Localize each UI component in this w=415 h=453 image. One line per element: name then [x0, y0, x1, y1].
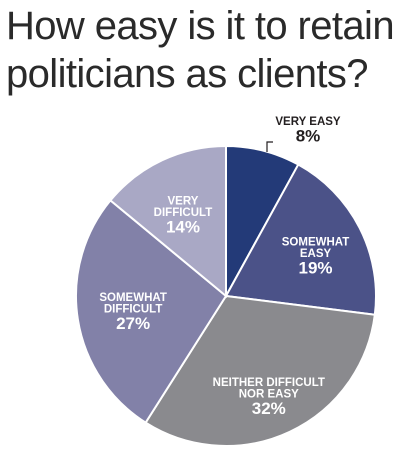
- slice-category-label: NOR EASY: [239, 388, 299, 400]
- slice-value-label: 19%: [299, 258, 333, 277]
- slice-value-label: 8%: [296, 126, 321, 145]
- pie-slice-somewhat-difficult: [75, 198, 228, 425]
- chart-title-line-2: politicians as clients?: [6, 52, 369, 96]
- slice-category-label: EASY: [300, 248, 332, 260]
- slice-value-label: 14%: [166, 217, 200, 236]
- slice-category-label: SOMEWHAT: [99, 292, 167, 304]
- chart-title-line-1: How easy is it to retain: [6, 4, 395, 48]
- pie-slice-very-difficult: [109, 144, 227, 299]
- slice-category-label: VERY: [168, 195, 199, 207]
- chart-title: How easy is it to retain politicians as …: [6, 2, 411, 98]
- slice-category-label: VERY EASY: [275, 116, 341, 128]
- slice-category-label: DIFFICULT: [154, 207, 213, 219]
- leader-line: [266, 141, 273, 152]
- slice-value-label: 32%: [252, 399, 286, 418]
- slice-category-label: SOMEWHAT: [282, 236, 350, 248]
- pie-slice-somewhat-easy: [224, 163, 377, 316]
- slice-category-label: DIFFICULT: [104, 304, 163, 316]
- slice-category-label: NEITHER DIFFICULT: [213, 377, 325, 389]
- slice-value-label: 27%: [116, 314, 150, 333]
